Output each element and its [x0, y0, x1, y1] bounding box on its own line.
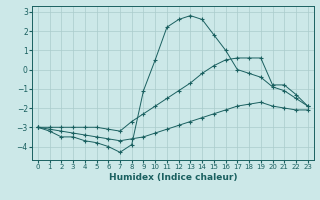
X-axis label: Humidex (Indice chaleur): Humidex (Indice chaleur): [108, 173, 237, 182]
